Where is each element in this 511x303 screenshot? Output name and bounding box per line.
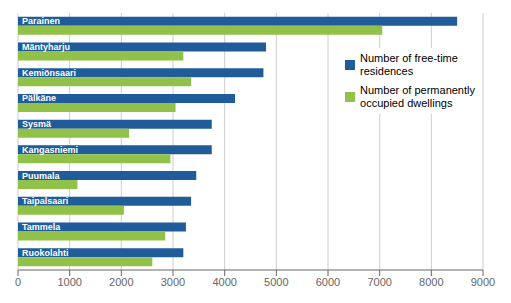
svg-text:4000: 4000 [212,276,236,288]
svg-text:6000: 6000 [316,276,340,288]
svg-text:Parainen: Parainen [22,16,60,26]
html-text:Number of permanently occupied: Number of permanently occupied dwellings [360,84,475,109]
svg-text:9000: 9000 [471,276,495,288]
svg-text:Mäntyharju: Mäntyharju [22,42,70,52]
svg-text:Kemiönsaari: Kemiönsaari [22,68,76,78]
svg-text:5000: 5000 [264,276,288,288]
svg-text:0: 0 [15,276,21,288]
svg-text:Puumala: Puumala [22,171,61,181]
svg-text:Kangasniemi: Kangasniemi [22,145,78,155]
svg-text:3000: 3000 [161,276,185,288]
svg-text:8000: 8000 [419,276,443,288]
svg-text:Tammela: Tammela [22,222,61,232]
svg-text:1000: 1000 [57,276,81,288]
svg-text:Sysmä: Sysmä [22,119,52,129]
svg-text:Pälkäne: Pälkäne [22,93,56,103]
svg-text:2000: 2000 [109,276,133,288]
html-text:Number of free-time residences: Number of free-time residences [360,52,458,77]
svg-text:Taipalsaari: Taipalsaari [22,196,68,206]
svg-text:7000: 7000 [367,276,391,288]
svg-text:Ruokolahti: Ruokolahti [22,248,69,258]
